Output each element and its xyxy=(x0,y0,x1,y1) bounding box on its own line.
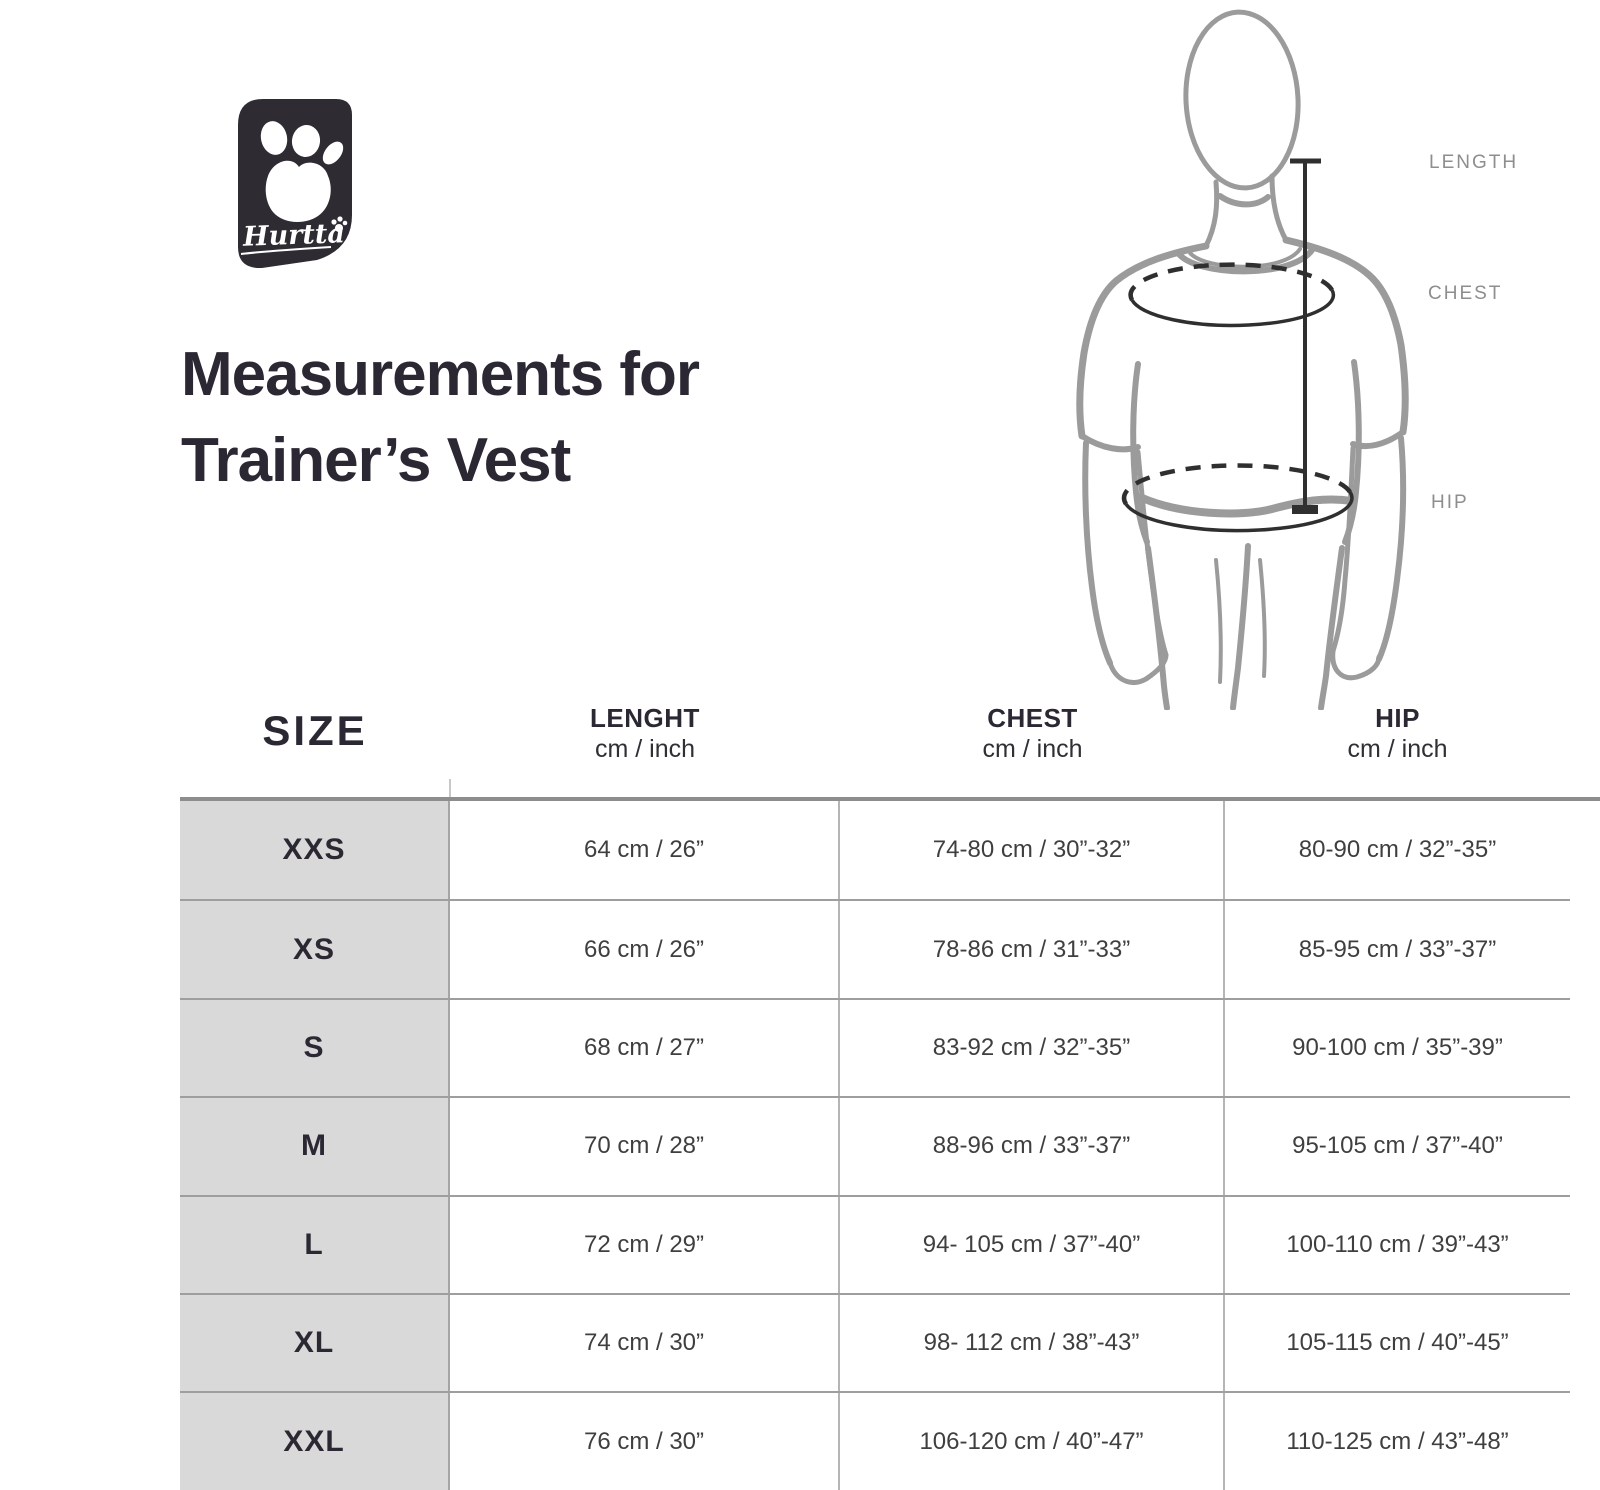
size-cell: XS xyxy=(180,901,450,998)
hip-cell: 110-125 cm / 43”-48” xyxy=(1286,1427,1509,1455)
chest-cell: 88-96 cm / 33”-37” xyxy=(840,1098,1225,1195)
chest-measure-ellipse xyxy=(1128,262,1336,328)
hurtta-logo: Hurtta xyxy=(233,96,355,271)
chest-cell: 94- 105 cm / 37”-40” xyxy=(840,1196,1225,1293)
chest-cell: 98- 112 cm / 38”-43” xyxy=(840,1294,1225,1392)
size-cell: XL xyxy=(180,1294,450,1392)
logo-accent-paw-icon xyxy=(331,216,348,232)
table-top-border xyxy=(180,797,1600,801)
column-label: LENGHT xyxy=(590,703,700,733)
chest-label: CHEST xyxy=(1428,283,1503,304)
page-title: Measurements for Trainer’s Vest xyxy=(181,332,700,504)
size-cell: XXL xyxy=(180,1393,450,1490)
length-cell: 74 cm / 30” xyxy=(450,1294,840,1392)
table-row-m: M 70 cm / 28” 88-96 cm / 33”-37” 95-105 … xyxy=(180,1096,1570,1195)
table-row-xs: XS 66 cm / 26” 78-86 cm / 31”-33” 85-95 … xyxy=(180,899,1570,998)
table-row-xxs: XXS 64 cm / 26” 74-80 cm / 30”-32” 80-90… xyxy=(180,801,1570,900)
page-title-line1: Measurements for xyxy=(181,340,700,409)
length-label: LENGTH xyxy=(1429,152,1519,173)
column-header-hip: HIP cm / inch xyxy=(1225,703,1570,764)
column-label: HIP xyxy=(1375,703,1420,733)
person-sketch xyxy=(1020,0,1420,710)
length-measure-line xyxy=(1290,158,1321,514)
column-label: SIZE xyxy=(262,707,368,754)
table-row-s: S 68 cm / 27” 83-92 cm / 32”-35” 90-100 … xyxy=(180,997,1570,1097)
size-cell: S xyxy=(180,999,450,1097)
hip-cell: 90-100 cm / 35”-39” xyxy=(1292,1033,1503,1061)
hip-cell: 100-110 cm / 39”-43” xyxy=(1286,1230,1509,1258)
chest-cell: 78-86 cm / 31”-33” xyxy=(840,901,1225,998)
table-row-xxl: XXL 76 cm / 30” 106-120 cm / 40”-47” 110… xyxy=(180,1391,1570,1490)
hurtta-logo-text: Hurtta xyxy=(242,218,346,253)
chest-cell: 83-92 cm / 32”-35” xyxy=(840,999,1225,1097)
table-header: SIZE LENGHT cm / inch CHEST cm / inch HI… xyxy=(180,703,1570,783)
table-row-l: L 72 cm / 29” 94- 105 cm / 37”-40” 100-1… xyxy=(180,1194,1570,1293)
size-cell: XXS xyxy=(180,801,450,900)
column-header-size: SIZE xyxy=(180,703,450,755)
paw-icon xyxy=(238,99,352,269)
column-header-length: LENGHT cm / inch xyxy=(450,703,840,764)
column-label: CHEST xyxy=(987,703,1078,733)
column-header-chest: CHEST cm / inch xyxy=(840,703,1225,764)
size-table: XXS 64 cm / 26” 74-80 cm / 30”-32” 80-90… xyxy=(180,801,1570,1490)
length-cell: 76 cm / 30” xyxy=(450,1393,840,1490)
size-cell: M xyxy=(180,1098,450,1195)
length-cell: 68 cm / 27” xyxy=(450,999,840,1097)
chest-cell: 74-80 cm / 30”-32” xyxy=(840,801,1225,900)
hip-label: HIP xyxy=(1431,492,1469,513)
hip-cell: 85-95 cm / 33”-37” xyxy=(1298,935,1497,963)
chest-cell: 106-120 cm / 40”-47” xyxy=(840,1393,1225,1490)
body-outline xyxy=(1076,9,1409,710)
hip-cell: 95-105 cm / 37”-40” xyxy=(1292,1132,1503,1160)
hip-cell: 80-90 cm / 32”-35” xyxy=(1298,836,1497,864)
length-cell: 66 cm / 26” xyxy=(450,901,840,998)
length-cell: 70 cm / 28” xyxy=(450,1098,840,1195)
length-cell: 72 cm / 29” xyxy=(450,1196,840,1293)
column-unit: cm / inch xyxy=(594,735,696,763)
column-unit: cm / inch xyxy=(1347,735,1448,763)
column-unit: cm / inch xyxy=(982,735,1083,763)
header-divider-stub xyxy=(449,779,451,797)
size-cell: L xyxy=(180,1196,450,1293)
page-title-line2: Trainer’s Vest xyxy=(181,426,571,495)
hip-measure-ellipse xyxy=(1121,463,1354,533)
length-cell: 64 cm / 26” xyxy=(450,801,840,900)
hip-cell: 105-115 cm / 40”-45” xyxy=(1286,1329,1509,1357)
table-row-xl: XL 74 cm / 30” 98- 112 cm / 38”-43” 105-… xyxy=(180,1292,1570,1392)
